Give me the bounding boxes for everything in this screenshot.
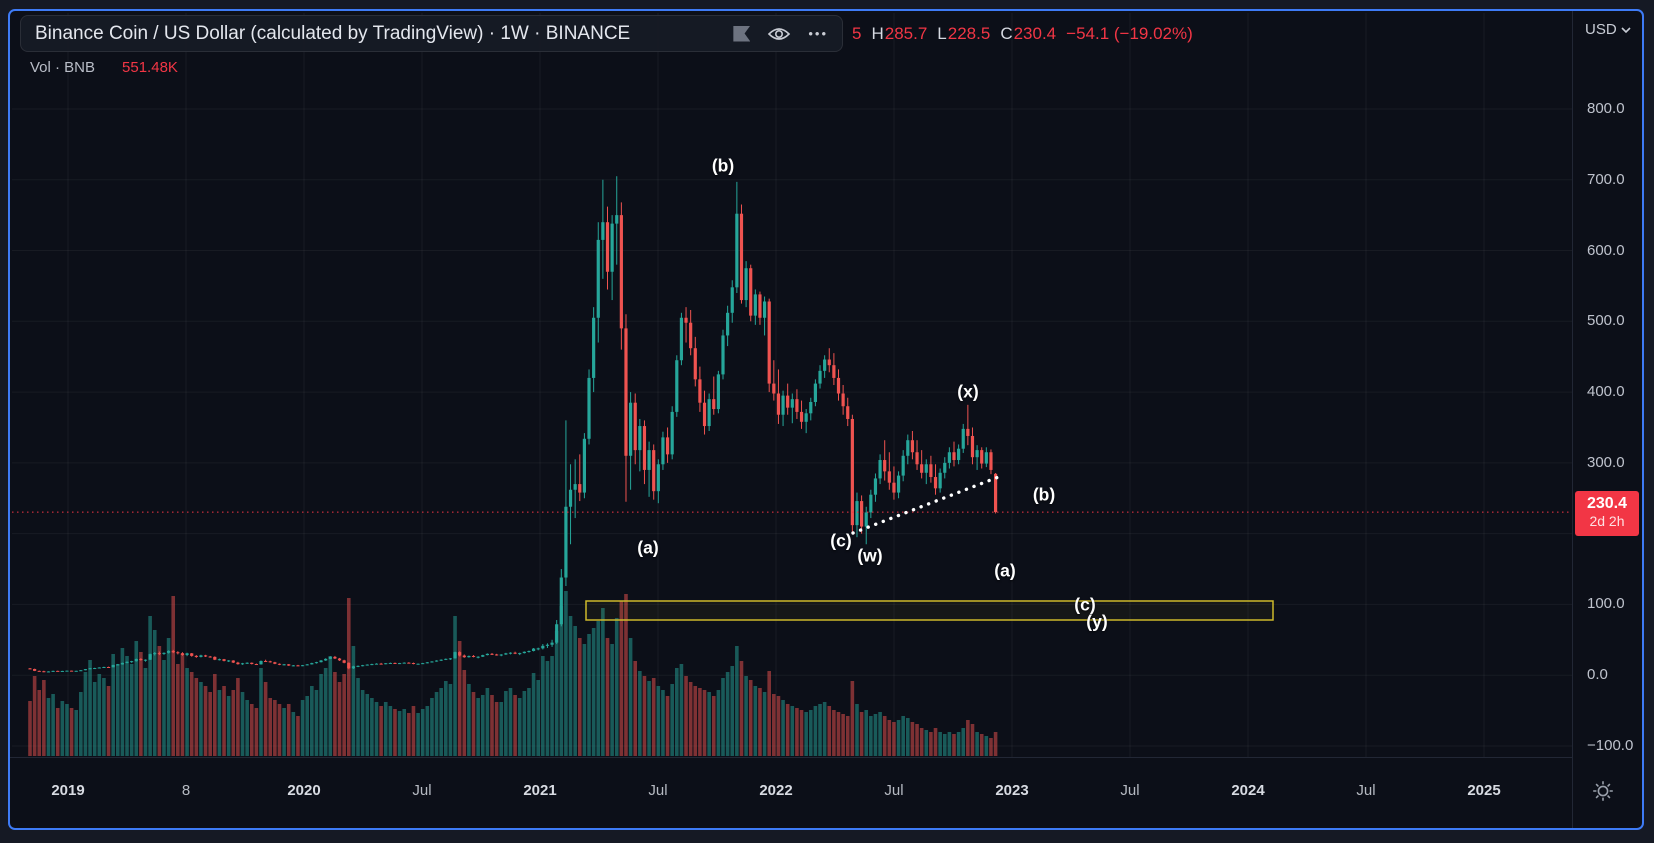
price-tick: 500.0 (1587, 312, 1625, 330)
chart-canvas[interactable] (10, 11, 1642, 828)
time-tick: Jul (648, 782, 668, 799)
time-tick: 2019 (51, 782, 85, 799)
last-price-value: 230.4 (1586, 495, 1628, 513)
time-tick: Jul (412, 782, 432, 799)
time-tick: 2024 (1231, 782, 1265, 799)
wave-label-w[interactable]: (w) (857, 545, 883, 566)
price-axis-separator (1572, 11, 1573, 828)
chart-frame: Binance Coin / US Dollar (calculated by … (8, 9, 1644, 830)
price-tick: −100.0 (1587, 736, 1634, 754)
time-tick: 8 (181, 782, 191, 799)
highlight-rectangle[interactable] (585, 600, 1274, 621)
wave-label-c[interactable]: (c) (830, 530, 852, 551)
symbol-title[interactable]: Binance Coin / US Dollar (calculated by … (35, 22, 631, 44)
price-tick: 800.0 (1587, 99, 1625, 117)
price-tick: 300.0 (1587, 453, 1625, 471)
volume-bars (28, 591, 998, 756)
settings-gear-icon[interactable] (1590, 778, 1616, 804)
price-tick: 700.0 (1587, 170, 1625, 188)
currency-label: USD (1585, 21, 1617, 38)
ohlc-readout: 5 H 285.7 L 228.5 C 230.4 −54.1 (−19.02%) (852, 22, 1193, 46)
wave-label-b[interactable]: (b) (1032, 484, 1056, 505)
flag-icon[interactable] (733, 25, 751, 42)
time-tick: 2023 (995, 782, 1029, 799)
ohlc-change: −54.1 (−19.02%) (1066, 24, 1193, 43)
time-axis-separator (10, 757, 1572, 758)
time-tick: Jul (1356, 782, 1376, 799)
wave-label-x[interactable]: (x) (957, 381, 979, 402)
price-tick: 0.0 (1587, 666, 1608, 684)
price-axis[interactable]: USD 800.0 700.0 600.0 500.0 400.0 300.0 100.0 0… (1573, 11, 1642, 757)
candles (28, 176, 998, 673)
wave-label-b[interactable]: (b) (711, 155, 735, 176)
price-tick: 600.0 (1587, 241, 1625, 259)
wave-label-y[interactable]: (y) (1086, 611, 1108, 632)
symbol-legend[interactable]: Binance Coin / US Dollar (calculated by … (20, 15, 843, 52)
ohlc-open-fragment: 5 (852, 24, 862, 43)
volume-legend: Vol · BNB 551.48K (30, 57, 178, 77)
volume-value: 551.48K (122, 58, 178, 76)
ohlc-low: L 228.5 (937, 24, 991, 43)
grid-lines (12, 13, 1572, 757)
time-tick: 2025 (1467, 782, 1501, 799)
time-axis[interactable]: 2019 8 2020 Jul 2021 Jul 2022 Jul 2023 Jul 2024 Jul… (10, 758, 1642, 828)
time-tick: 2022 (759, 782, 793, 799)
time-tick: 2020 (287, 782, 321, 799)
price-tick: 400.0 (1587, 383, 1625, 401)
last-price-tag: 230.4 2d 2h (1575, 491, 1639, 537)
bar-countdown: 2d 2h (1589, 513, 1625, 530)
price-tick: 100.0 (1587, 595, 1625, 613)
ohlc-high: H 285.7 (871, 24, 928, 43)
time-tick: 2021 (523, 782, 557, 799)
wave-label-c[interactable]: (c) (1074, 594, 1096, 615)
wave-label-a[interactable]: (a) (994, 560, 1016, 581)
chevron-down-icon (1621, 26, 1631, 33)
more-options-icon[interactable]: ••• (808, 26, 828, 41)
time-tick: Jul (1120, 782, 1140, 799)
wave-label-a[interactable]: (a) (637, 537, 659, 558)
volume-label: Vol · BNB (30, 58, 96, 76)
time-tick: Jul (884, 782, 904, 799)
ohlc-close: C 230.4 (1000, 24, 1057, 43)
currency-selector[interactable]: USD (1585, 21, 1631, 38)
eye-icon[interactable] (767, 26, 791, 42)
legend-icons: ••• (733, 25, 828, 42)
